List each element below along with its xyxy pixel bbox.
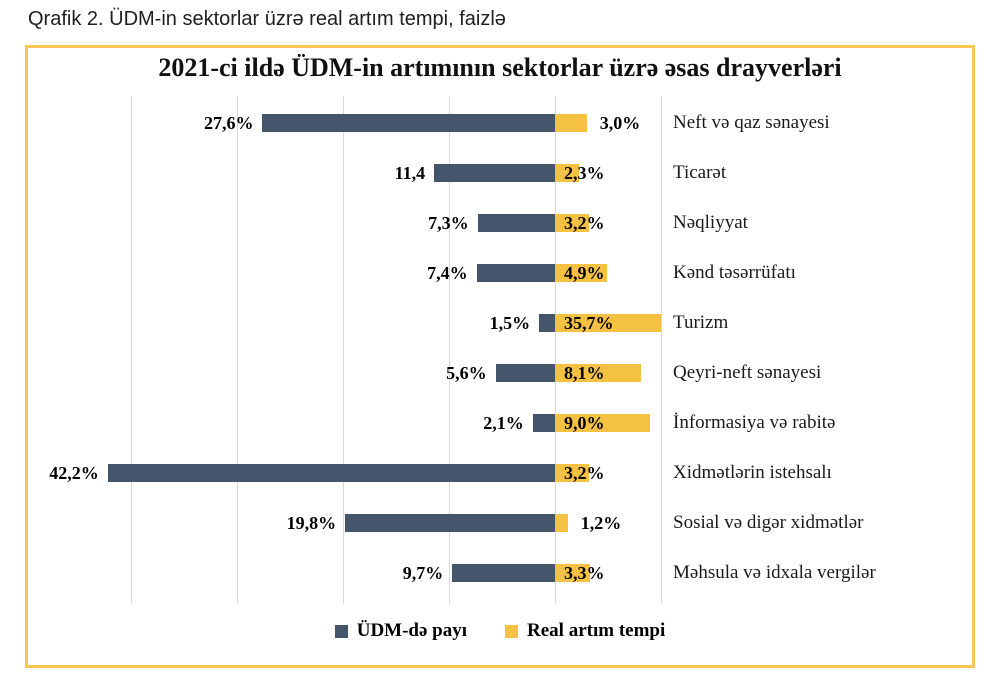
share-value-label: 5,6% bbox=[446, 363, 487, 383]
gridline bbox=[343, 96, 344, 604]
share-bar bbox=[532, 414, 555, 432]
chart-title: 2021-ci ildə ÜDM-in artımının sektorlar … bbox=[158, 53, 842, 82]
share-value-label: 2,1% bbox=[483, 413, 524, 433]
share-bar bbox=[495, 364, 555, 382]
growth-value-label: 4,9% bbox=[564, 263, 605, 283]
category-label: Xidmətlərin istehsalı bbox=[673, 462, 832, 483]
growth-bar bbox=[555, 114, 587, 132]
growth-value-label: 3,3% bbox=[564, 563, 605, 583]
gridline bbox=[449, 96, 450, 604]
growth-bar bbox=[555, 264, 607, 282]
growth-value-label: 8,1% bbox=[564, 363, 605, 383]
gridline bbox=[237, 96, 238, 604]
chart-row: 7,4% 4,9% Kənd təsərrüfatı bbox=[28, 248, 970, 298]
share-bar bbox=[262, 114, 555, 132]
growth-value-label: 3,0% bbox=[599, 113, 641, 133]
chart-row: 7,3% 3,2% Nəqliyyat bbox=[28, 198, 970, 248]
growth-value-label: 9,0% bbox=[564, 413, 605, 433]
growth-value-label: 35,7% bbox=[564, 313, 614, 333]
category-label: Nəqliyyat bbox=[673, 212, 748, 233]
growth-bar bbox=[555, 364, 641, 382]
share-bar bbox=[345, 514, 555, 532]
legend: ÜDM-də payı Real artım tempi bbox=[28, 620, 972, 642]
legend-share-label: ÜDM-də payı bbox=[356, 620, 468, 641]
share-value-label: 11,4 bbox=[394, 163, 426, 183]
chart-row: 1,5% 35,7% Turizm bbox=[28, 298, 970, 348]
growth-value-label: 3,2% bbox=[564, 213, 605, 233]
growth-bar bbox=[555, 314, 661, 332]
share-value-label: 19,8% bbox=[286, 513, 337, 533]
share-bar bbox=[452, 564, 555, 582]
category-label: Qeyri-neft sənayesi bbox=[673, 362, 822, 383]
gridline bbox=[661, 96, 662, 604]
legend-item-growth: Real artım tempi bbox=[505, 620, 665, 642]
category-label: Ticarət bbox=[673, 162, 727, 183]
category-label: Neft və qaz sənayesi bbox=[673, 112, 830, 133]
chart-container: 2021-ci ildə ÜDM-in artımının sektorlar … bbox=[25, 45, 975, 668]
gridline bbox=[555, 96, 556, 604]
share-bar bbox=[434, 164, 555, 182]
growth-value-label: 2,3% bbox=[564, 163, 605, 183]
share-value-label: 7,4% bbox=[427, 263, 468, 283]
chart-row: 11,4 2,3% Ticarət bbox=[28, 148, 970, 198]
growth-bar bbox=[555, 164, 580, 182]
chart-row: 42,2% 3,2% Xidmətlərin istehsalı bbox=[28, 448, 970, 498]
share-value-label: 7,3% bbox=[428, 213, 469, 233]
growth-swatch bbox=[505, 624, 519, 638]
category-label: Sosial və digər xidmətlər bbox=[673, 512, 864, 533]
chart-row: 19,8% 1,2% Sosial və digər xidmətlər bbox=[28, 498, 970, 548]
growth-bar bbox=[555, 464, 589, 482]
share-bar bbox=[476, 264, 555, 282]
gridline bbox=[131, 96, 132, 604]
chart-row: 27,6% 3,0% Neft və qaz sənayesi bbox=[28, 98, 970, 148]
share-bar bbox=[539, 314, 555, 332]
growth-value-label: 3,2% bbox=[564, 463, 605, 483]
category-label: Turizm bbox=[673, 312, 729, 333]
chart-row: 9,7% 3,3% Məhsula və idxala vergilər bbox=[28, 548, 970, 598]
share-bar bbox=[477, 214, 555, 232]
share-value-label: 9,7% bbox=[402, 563, 444, 583]
category-label: İnformasiya və rabitə bbox=[673, 412, 836, 433]
growth-bar bbox=[555, 214, 589, 232]
plot-area: 27,6% 3,0% Neft və qaz sənayesi 11,4 2,3% Tic… bbox=[28, 96, 970, 604]
growth-bar bbox=[555, 414, 651, 432]
legend-item-share: ÜDM-də payı bbox=[334, 620, 468, 642]
chart-row: 2,1% 9,0% İnformasiya və rabitə bbox=[28, 398, 970, 448]
growth-value-label: 1,2% bbox=[580, 513, 622, 533]
share-value-label: 1,5% bbox=[489, 313, 531, 333]
share-value-label: 42,2% bbox=[49, 463, 99, 483]
growth-bar bbox=[555, 564, 590, 582]
legend-growth-label: Real artım tempi bbox=[527, 620, 666, 641]
chart-row: 5,6% 8,1% Qeyri-neft sənayesi bbox=[28, 348, 970, 398]
share-value-label: 27,6% bbox=[203, 113, 254, 133]
share-swatch bbox=[334, 624, 348, 638]
share-bar bbox=[107, 464, 555, 482]
category-label: Kənd təsərrüfatı bbox=[673, 262, 796, 283]
page-title: Qrafik 2. ÜDM-in sektorlar üzrə real art… bbox=[28, 8, 506, 30]
growth-bar bbox=[555, 514, 568, 532]
category-label: Məhsula və idxala vergilər bbox=[673, 562, 876, 583]
